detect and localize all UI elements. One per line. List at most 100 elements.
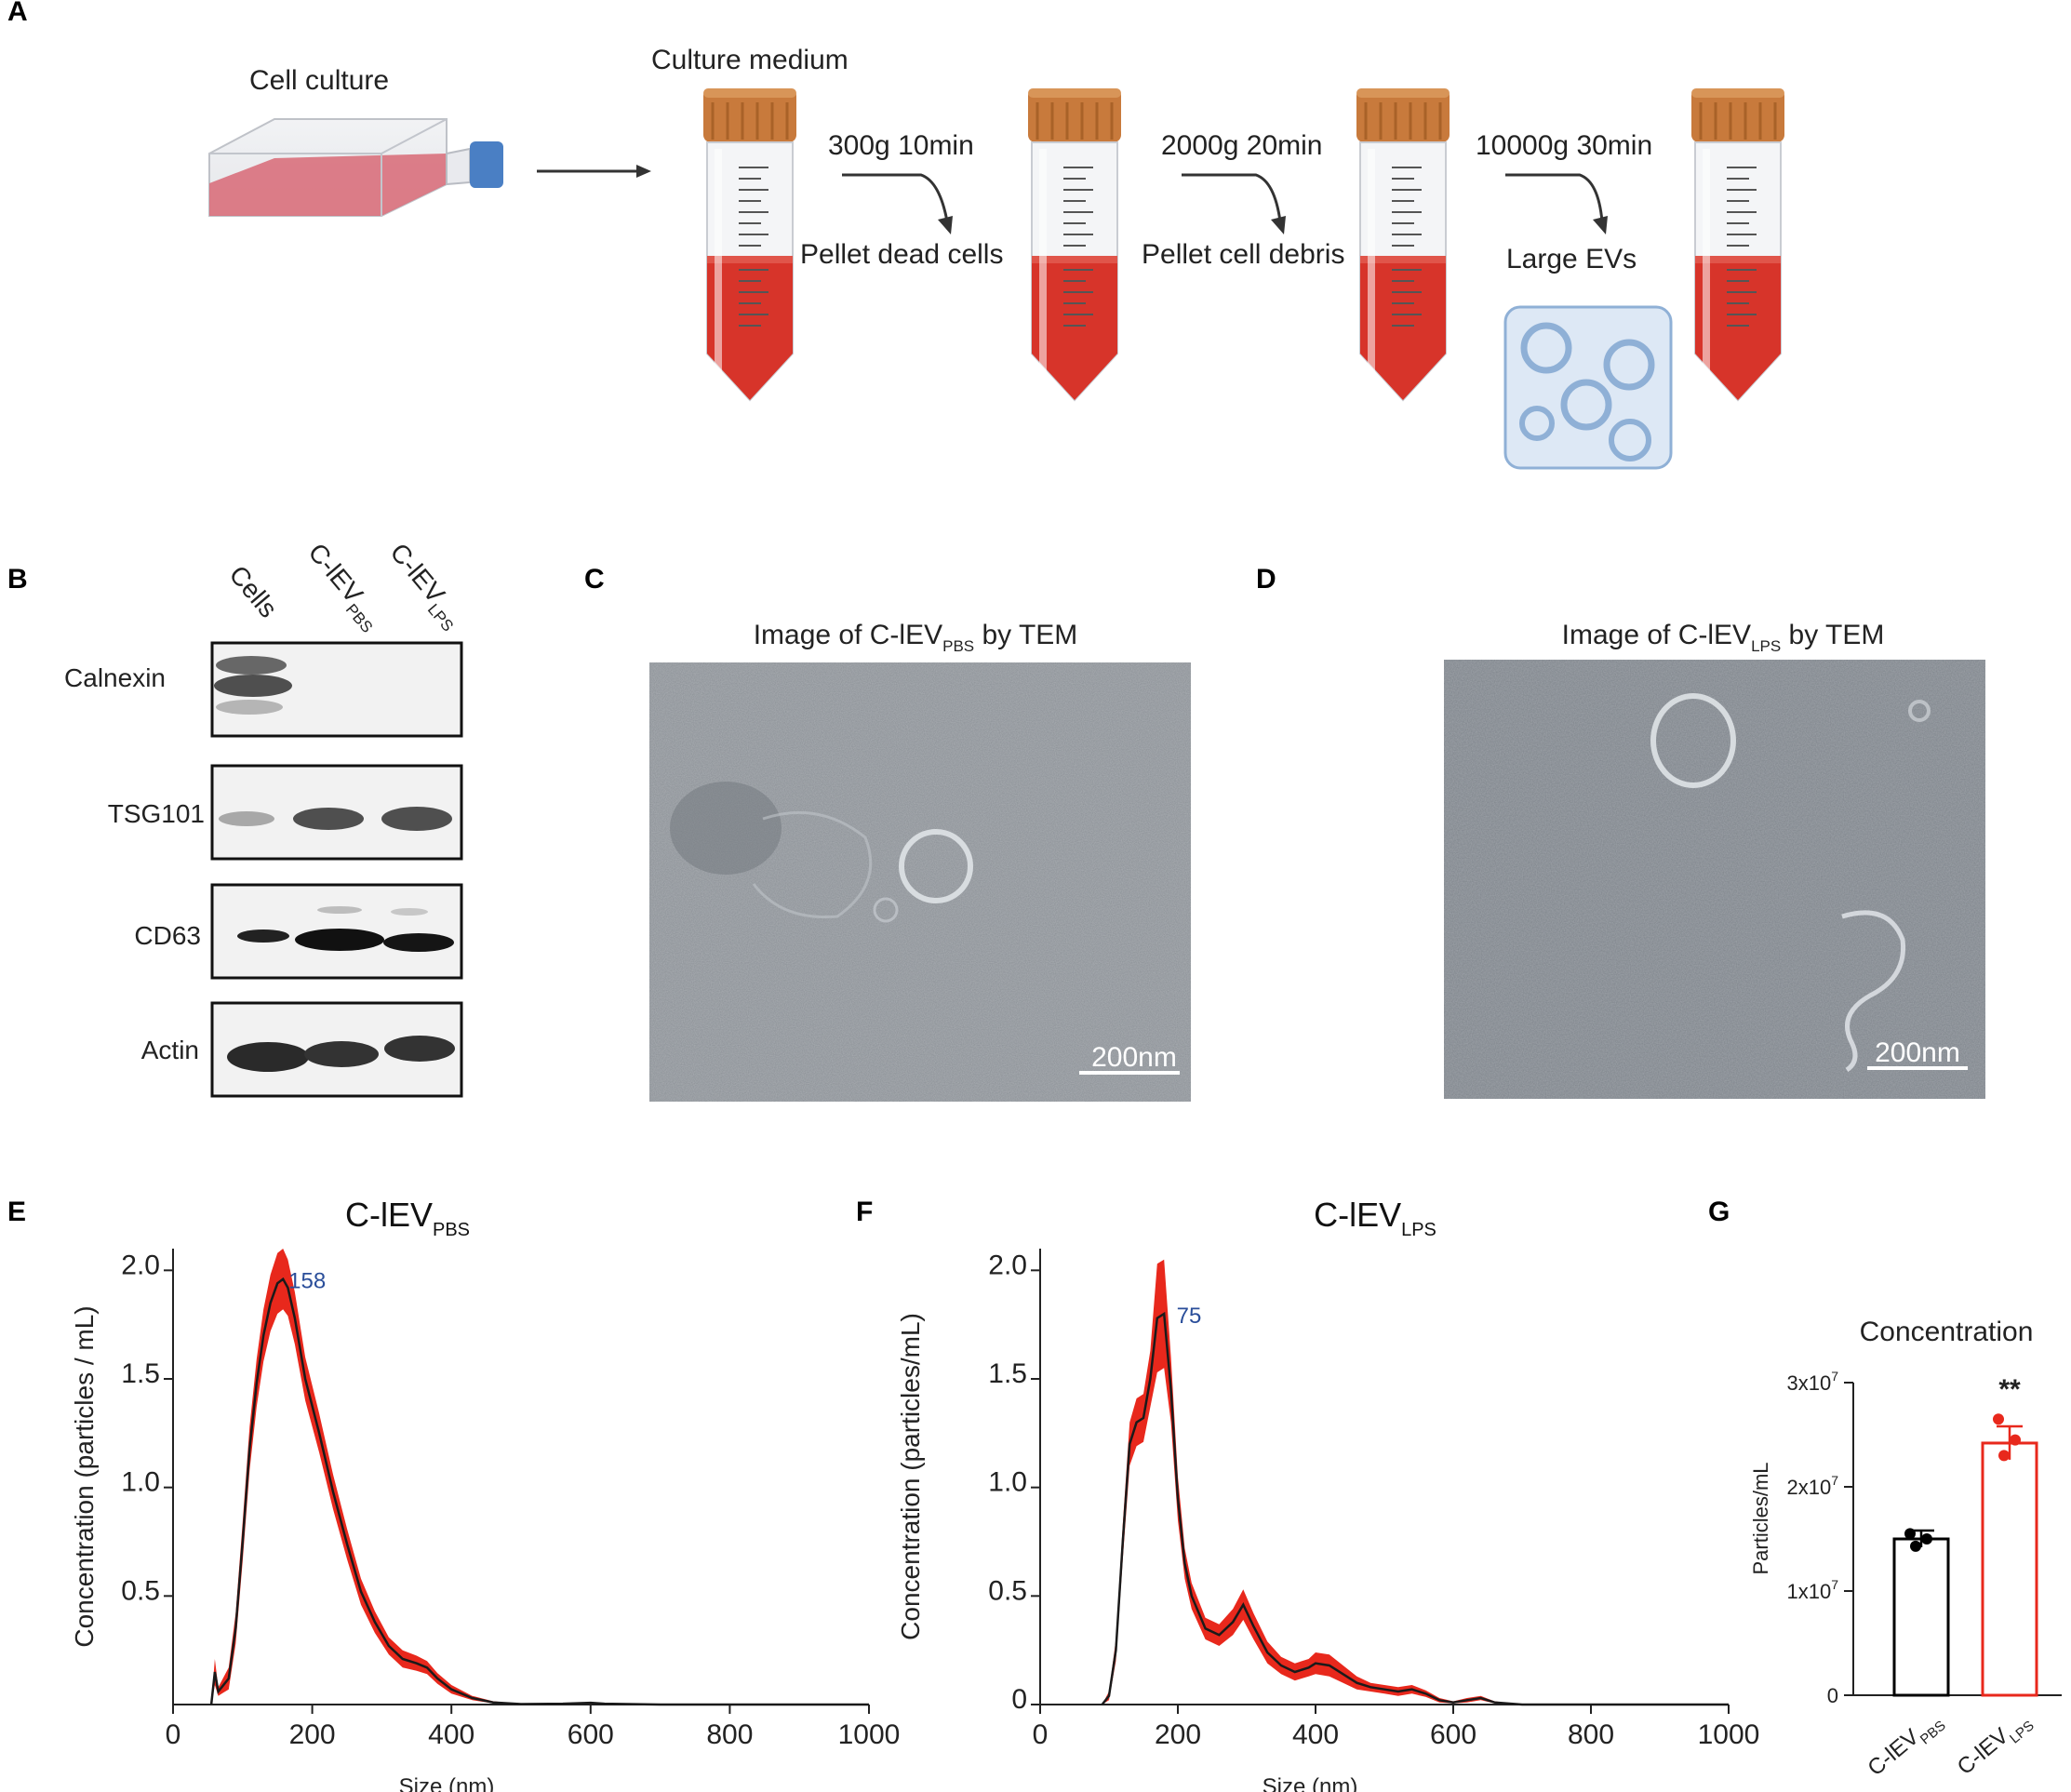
y-tick-label: 2.0 (121, 1250, 160, 1280)
chart-size-distribution-pbs: 0 200 400 600 800 1000 0.5 1.0 1.5 2.0 158 C-lEVPBS… (70, 1196, 900, 1792)
y-tick-label: 1x107 (1786, 1577, 1838, 1603)
x-tick-label: 0 (1033, 1719, 1049, 1750)
x-tick-label: 400 (1292, 1719, 1339, 1750)
y-tick-mantissa: 0 (1827, 1684, 1838, 1707)
y-tick-label: 1.0 (121, 1467, 160, 1498)
y-tick-label: 2.0 (988, 1250, 1027, 1280)
step3-speed: 10000g 30min (1476, 130, 1652, 161)
tem-pbs-title: Image of C-lEVPBS by TEM (754, 620, 1078, 655)
x-tick-label: 600 (1430, 1719, 1476, 1750)
significance-marker: ** (1998, 1374, 2021, 1405)
cell-culture-label: Cell culture (249, 65, 389, 96)
y-tick-mantissa: 1x10 (1786, 1580, 1831, 1603)
x-tick-label: 800 (1568, 1719, 1614, 1750)
peak-label: 158 (288, 1269, 326, 1294)
tem-image-lps: 200nm (1444, 660, 1985, 1099)
mean-line (1101, 1311, 1729, 1706)
chart-title-sub: LPS (1401, 1220, 1436, 1240)
chart-concentration: Concentration01x1072x1073x107Particles/m… (1749, 1317, 2062, 1785)
tube-icon (1355, 87, 1451, 402)
y-tick-exponent: 7 (1831, 1369, 1838, 1384)
panel-label-f: F (856, 1197, 873, 1227)
y-axis-label: Particles/mL (1749, 1462, 1772, 1574)
y-tick-label: 0 (1827, 1684, 1838, 1707)
chart-title: C-lEVLPS (1314, 1196, 1436, 1240)
lane-label-pbs: C-lEVPBS (299, 538, 389, 636)
x-tick-label: 1000 (1698, 1719, 1760, 1750)
x-tick-main: C-lEV (1953, 1723, 2013, 1780)
x-tick-label: 200 (1155, 1719, 1201, 1750)
y-tick-label: 0.5 (121, 1575, 160, 1606)
step1-speed: 300g 10min (828, 130, 974, 161)
chart-size-distribution-lps: 0 200 400 600 800 1000 0 0.5 1.0 1.5 2.0 75 C-lEVLPS… (896, 1196, 1759, 1792)
curved-arrow-icon (1182, 173, 1282, 222)
panel-label-a: A (7, 0, 28, 27)
blot-actin (210, 1001, 463, 1098)
data-point (1993, 1413, 2004, 1425)
lane-label-lps: C-lEVLPS (381, 538, 470, 635)
x-tick-main: C-lEV (1863, 1724, 1923, 1781)
lane-label-cells: Cells (223, 560, 283, 623)
step3-result: Large EVs (1506, 244, 1637, 274)
blot-tsg101 (210, 764, 463, 861)
panel-label-c: C (584, 564, 605, 595)
scale-bar-label: 200nm (1875, 1037, 1960, 1068)
data-point (2010, 1434, 2021, 1446)
scale-bar-label: 200nm (1091, 1042, 1177, 1073)
arrowhead-icon (1593, 216, 1608, 234)
x-tick-label: 0 (166, 1719, 181, 1750)
x-tick-label: 600 (568, 1719, 614, 1750)
tube-icon (1690, 87, 1786, 402)
culture-medium-label: Culture medium (651, 45, 848, 75)
x-tick-label: 200 (289, 1719, 336, 1750)
tube-icon (1026, 87, 1123, 402)
tem-lps-title: Image of C-lEVLPS by TEM (1562, 620, 1885, 655)
arrowhead-icon (1271, 216, 1286, 234)
x-axis-label: Size (nm) (399, 1774, 495, 1792)
x-tick-label: 800 (706, 1719, 753, 1750)
panel-label-d: D (1256, 564, 1276, 595)
chart-title-main: C-lEV (1314, 1196, 1401, 1234)
blot-cd63 (210, 883, 463, 980)
peak-label: 75 (1177, 1304, 1202, 1329)
chart-title: C-lEVPBS (345, 1196, 470, 1240)
step1-result: Pellet dead cells (800, 239, 1003, 270)
data-point (1998, 1450, 2010, 1462)
flask-icon (208, 118, 503, 217)
y-tick-label: 1.5 (121, 1358, 160, 1389)
panel-label-g: G (1708, 1197, 1730, 1227)
x-tick-label: C-lEVLPS (1953, 1706, 2038, 1785)
chart-title-main: C-lEV (345, 1196, 433, 1234)
tube-icon (701, 87, 798, 402)
large-ev-box (1503, 305, 1673, 470)
bar (1892, 1537, 1950, 1697)
y-tick-label: 2x107 (1786, 1473, 1838, 1499)
data-point (1921, 1533, 1932, 1545)
error-band (1102, 1259, 1729, 1705)
y-axis-label: Concentration (particles/mL) (896, 1313, 925, 1640)
tem-image-pbs: 200nm (649, 662, 1191, 1102)
y-axis-label: Concentration (particles / mL) (70, 1305, 99, 1647)
curved-arrow-icon (1505, 173, 1604, 222)
error-band (211, 1249, 870, 1705)
blot-label-calnexin: Calnexin (64, 663, 166, 692)
curved-arrow-icon (842, 173, 949, 222)
chart-title: Concentration (1860, 1317, 2034, 1347)
chart-title-sub: PBS (433, 1220, 470, 1240)
y-tick-label: 1.0 (988, 1467, 1027, 1498)
y-tick-exponent: 7 (1831, 1577, 1838, 1592)
arrow-right-icon (537, 165, 651, 178)
mean-line (209, 1277, 869, 1706)
blot-label-actin: Actin (141, 1036, 199, 1064)
panel-label-b: B (7, 564, 28, 595)
panel-label-e: E (7, 1197, 26, 1227)
x-tick-label: 400 (428, 1719, 474, 1750)
x-axis-label: Size (nm) (1263, 1774, 1358, 1792)
y-tick-exponent: 7 (1831, 1473, 1838, 1488)
step2-result: Pellet cell debris (1142, 239, 1344, 270)
y-tick-mantissa: 2x10 (1786, 1476, 1831, 1499)
step2-speed: 2000g 20min (1161, 130, 1322, 161)
y-tick-label: 0.5 (988, 1575, 1027, 1606)
data-point (1910, 1540, 1921, 1552)
